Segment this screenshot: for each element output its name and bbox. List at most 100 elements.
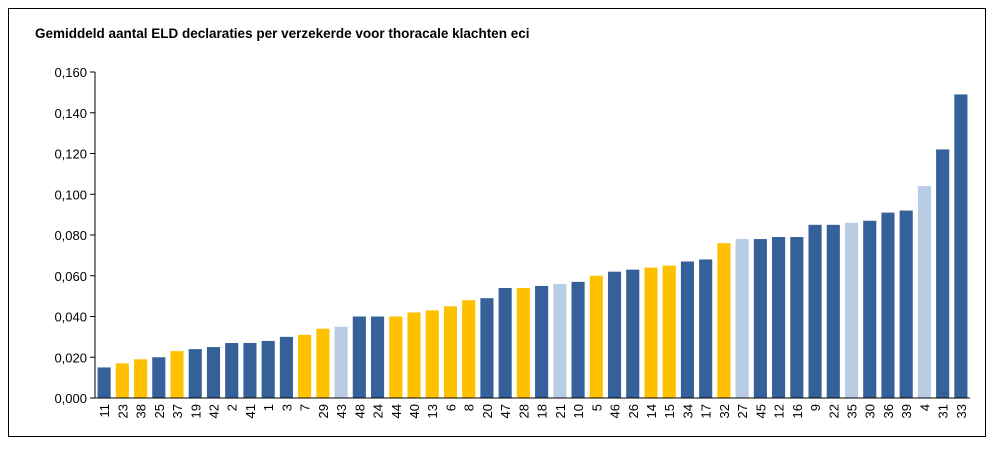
y-tick-label: 0,160 bbox=[54, 65, 87, 80]
bar bbox=[134, 359, 148, 398]
y-tick-label: 0,060 bbox=[54, 269, 87, 284]
bar bbox=[334, 326, 348, 398]
bar bbox=[735, 239, 749, 398]
x-tick-label: 11 bbox=[97, 404, 112, 418]
x-tick-label: 29 bbox=[316, 404, 331, 418]
bar bbox=[607, 271, 622, 398]
bar bbox=[899, 210, 913, 398]
bar bbox=[954, 94, 968, 398]
x-tick-label: 10 bbox=[571, 404, 586, 418]
x-tick-label: 42 bbox=[206, 404, 221, 418]
bar bbox=[790, 237, 804, 398]
x-tick-label: 3 bbox=[279, 404, 294, 411]
x-tick-label: 44 bbox=[389, 404, 404, 418]
bar bbox=[826, 224, 840, 398]
x-tick-label: 37 bbox=[170, 404, 185, 418]
x-tick-label: 32 bbox=[717, 404, 732, 418]
x-tick-label: 28 bbox=[516, 404, 531, 418]
bar bbox=[589, 275, 603, 398]
y-tick-label: 0,040 bbox=[54, 310, 87, 325]
bar bbox=[516, 287, 530, 398]
x-tick-label: 33 bbox=[954, 404, 969, 418]
y-tick-label: 0,120 bbox=[54, 147, 87, 162]
x-tick-label: 43 bbox=[334, 404, 349, 418]
bar bbox=[553, 283, 567, 398]
bar bbox=[498, 287, 512, 398]
bar bbox=[680, 261, 695, 398]
x-tick-label: 4 bbox=[917, 404, 932, 411]
bar bbox=[352, 316, 366, 398]
x-tick-label: 2 bbox=[225, 404, 240, 411]
bar bbox=[863, 220, 877, 398]
x-tick-label: 46 bbox=[608, 404, 623, 418]
x-tick-label: 26 bbox=[626, 404, 641, 418]
x-tick-label: 34 bbox=[680, 404, 695, 418]
x-tick-label: 25 bbox=[152, 404, 167, 418]
x-tick-label: 15 bbox=[662, 404, 677, 418]
x-tick-label: 24 bbox=[371, 404, 386, 418]
x-tick-label: 1 bbox=[261, 404, 276, 411]
bar bbox=[480, 298, 494, 398]
bar bbox=[626, 269, 640, 398]
x-tick-label: 27 bbox=[735, 404, 750, 418]
x-tick-label: 16 bbox=[790, 404, 805, 418]
x-tick-label: 12 bbox=[772, 404, 787, 418]
x-tick-label: 20 bbox=[480, 404, 495, 418]
x-tick-label: 19 bbox=[188, 404, 203, 418]
x-tick-label: 21 bbox=[553, 404, 568, 418]
x-tick-label: 30 bbox=[863, 404, 878, 418]
bar bbox=[699, 259, 713, 398]
bar bbox=[188, 349, 202, 398]
bar bbox=[443, 306, 458, 398]
bar bbox=[462, 300, 476, 398]
bar bbox=[535, 285, 549, 398]
bar bbox=[407, 312, 421, 398]
bar bbox=[206, 347, 221, 398]
x-tick-label: 18 bbox=[535, 404, 550, 418]
y-tick-label: 0,000 bbox=[54, 391, 87, 406]
bar bbox=[316, 328, 330, 398]
bar bbox=[279, 336, 293, 398]
x-tick-label: 22 bbox=[826, 404, 841, 418]
x-tick-label: 39 bbox=[899, 404, 914, 418]
x-tick-label: 5 bbox=[589, 404, 604, 411]
y-tick-label: 0,100 bbox=[54, 187, 87, 202]
x-tick-label: 9 bbox=[808, 404, 823, 411]
x-tick-label: 7 bbox=[298, 404, 313, 411]
bar bbox=[298, 334, 312, 398]
x-tick-label: 13 bbox=[425, 404, 440, 418]
bar bbox=[370, 316, 385, 398]
x-tick-label: 17 bbox=[699, 404, 714, 418]
x-tick-label: 40 bbox=[407, 404, 422, 418]
bar bbox=[97, 367, 111, 398]
bar bbox=[261, 340, 275, 398]
y-tick-label: 0,080 bbox=[54, 228, 87, 243]
bar bbox=[917, 186, 931, 398]
x-tick-label: 36 bbox=[881, 404, 896, 418]
bar bbox=[644, 267, 658, 398]
bar bbox=[425, 310, 439, 398]
x-tick-label: 45 bbox=[753, 404, 768, 418]
x-tick-label: 8 bbox=[462, 404, 477, 411]
x-tick-label: 6 bbox=[443, 404, 458, 411]
bar bbox=[717, 243, 731, 398]
x-tick-label: 35 bbox=[845, 404, 860, 418]
bar bbox=[152, 357, 166, 398]
x-tick-label: 47 bbox=[498, 404, 513, 418]
bar bbox=[662, 265, 676, 398]
bar bbox=[571, 281, 585, 398]
x-tick-label: 48 bbox=[352, 404, 367, 418]
bar bbox=[753, 239, 767, 398]
bar bbox=[772, 237, 786, 398]
y-tick-label: 0,020 bbox=[54, 350, 87, 365]
x-tick-label: 31 bbox=[936, 404, 951, 418]
x-tick-label: 14 bbox=[644, 404, 659, 418]
x-tick-label: 23 bbox=[115, 404, 130, 418]
bar bbox=[243, 342, 257, 398]
x-tick-label: 38 bbox=[134, 404, 149, 418]
bar bbox=[389, 316, 403, 398]
chart-title: Gemiddeld aantal ELD declaraties per ver… bbox=[35, 26, 529, 41]
bar bbox=[808, 224, 822, 398]
